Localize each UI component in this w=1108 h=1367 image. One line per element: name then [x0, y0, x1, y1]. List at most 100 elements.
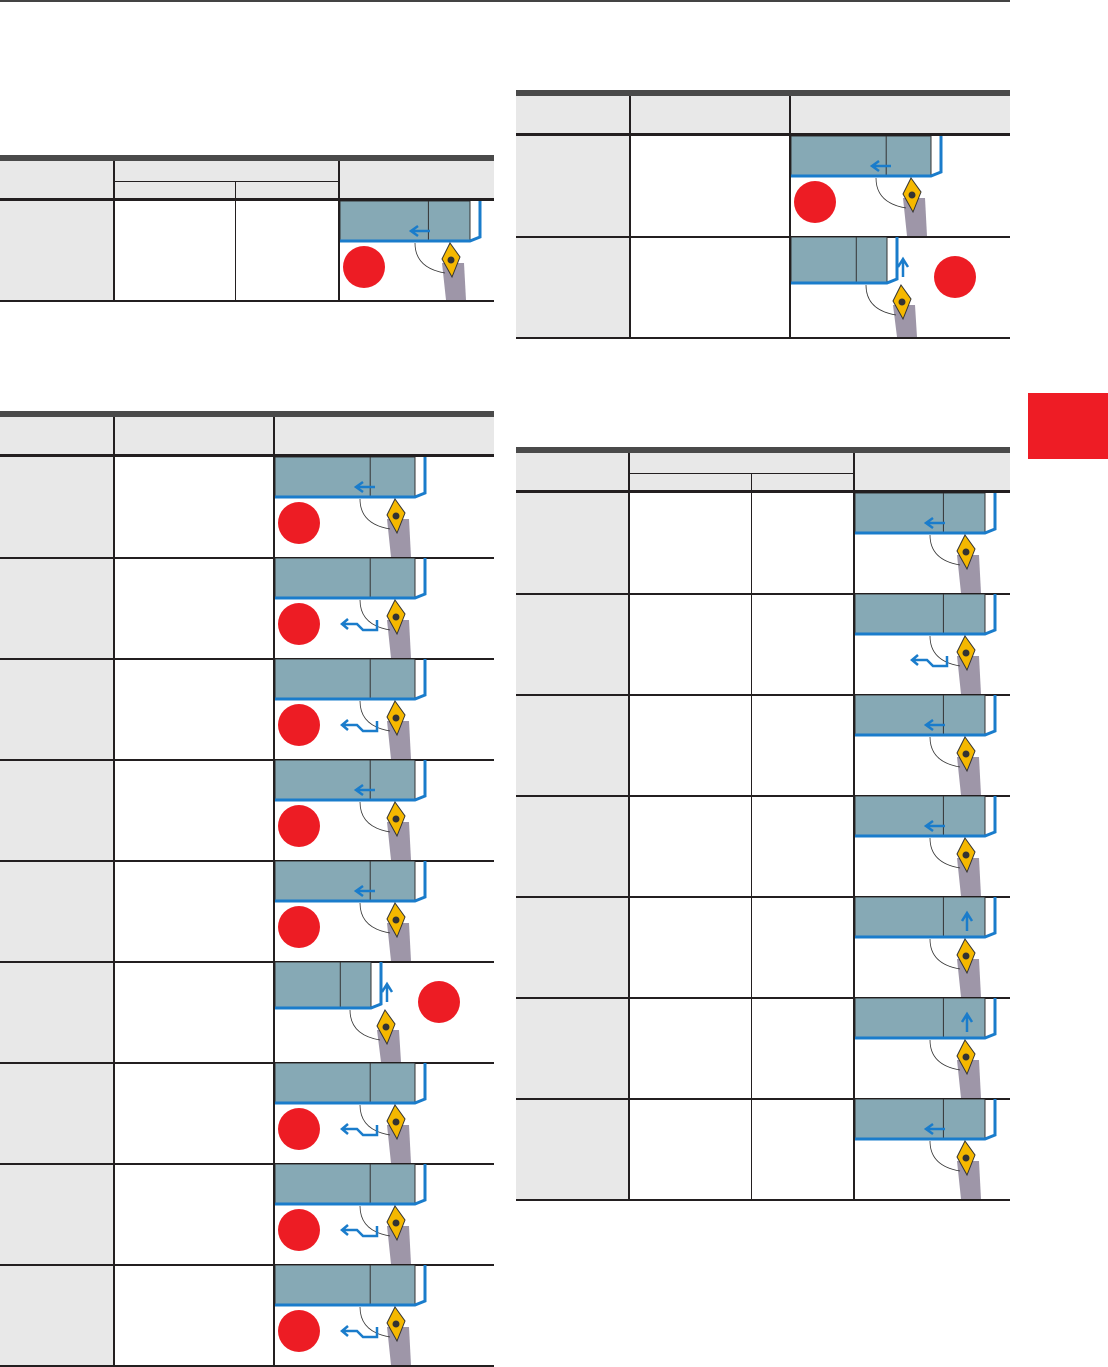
column-rule	[338, 161, 340, 301]
table-header-bar	[516, 90, 1010, 96]
machining-illustration	[791, 237, 1010, 337]
illustration-svg	[791, 237, 976, 337]
feed-arrow-left-icon	[923, 1122, 945, 1136]
feed-arrow-left-icon	[353, 783, 375, 797]
workpiece	[275, 1063, 416, 1104]
insert-screw-icon	[898, 298, 906, 306]
column-rule	[629, 96, 631, 338]
row-rule	[516, 593, 1010, 595]
table-header-bar	[0, 411, 494, 417]
table-c	[516, 90, 1010, 340]
machining-illustration	[275, 962, 494, 1062]
row-rule	[516, 694, 1010, 696]
machining-illustration	[855, 897, 1010, 997]
illustration-svg	[855, 493, 997, 593]
row-label-cell	[0, 201, 114, 301]
cut-edge	[275, 1063, 427, 1105]
insert-screw-icon	[447, 256, 455, 264]
feed-arrow-up-icon	[960, 910, 974, 931]
subheader-rule	[114, 181, 339, 182]
illustration-svg	[275, 457, 427, 557]
insert-screw-icon	[392, 714, 400, 722]
tool-shank	[957, 555, 981, 593]
machining-illustration	[275, 1164, 494, 1264]
row-rule	[516, 1098, 1010, 1100]
machining-illustration	[855, 1099, 1010, 1199]
machining-illustration	[855, 695, 1010, 795]
angle-arc	[414, 242, 446, 274]
insert-screw-icon	[392, 815, 400, 823]
illustration-svg	[275, 1063, 427, 1163]
insert-screw-icon	[962, 548, 970, 556]
illustration-svg	[275, 1265, 427, 1365]
cut-edge	[275, 1265, 427, 1307]
row-rule	[0, 961, 494, 963]
row-rule	[0, 300, 494, 302]
row-rule	[516, 997, 1010, 999]
insert-screw-icon	[962, 952, 970, 960]
tool-shank	[957, 858, 981, 896]
cut-edge	[275, 457, 427, 499]
row-rule	[516, 1199, 1010, 1201]
row-rule	[0, 1062, 494, 1064]
row-label-cell	[516, 493, 629, 1200]
red-marker	[278, 1310, 320, 1352]
cut-edge	[791, 136, 943, 178]
feed-arrow-left-icon	[353, 480, 375, 494]
illustration-svg	[855, 998, 997, 1098]
feed-arrow-profile-icon	[340, 1224, 379, 1238]
table-b	[0, 411, 494, 1367]
feed-arrow-profile-icon	[340, 719, 379, 733]
machining-illustration	[275, 659, 494, 759]
column-rule	[273, 417, 275, 1366]
red-marker	[278, 603, 320, 645]
feed-arrow-left-icon	[923, 516, 945, 530]
angle-arc	[359, 902, 391, 934]
tool-shank	[387, 519, 411, 557]
illustration-svg	[855, 594, 997, 694]
tool-shank	[893, 305, 917, 337]
machining-illustration	[855, 594, 1010, 694]
red-marker	[278, 1108, 320, 1150]
red-marker	[343, 246, 385, 288]
illustration-svg	[855, 897, 997, 997]
feed-arrow-left-icon	[408, 224, 430, 238]
illustration-svg	[275, 558, 427, 658]
illustration-svg	[275, 1164, 427, 1264]
tool-shank	[957, 1060, 981, 1098]
workpiece	[791, 237, 888, 284]
row-rule	[516, 896, 1010, 898]
machining-illustration	[275, 760, 494, 860]
section-tab	[1028, 393, 1108, 459]
machining-illustration	[275, 457, 494, 557]
angle-arc	[929, 534, 961, 566]
cut-edge	[855, 695, 997, 737]
cut-edge	[855, 594, 997, 636]
insert-screw-icon	[962, 851, 970, 859]
top-rule	[0, 0, 1010, 2]
cut-edge	[855, 998, 997, 1040]
workpiece	[275, 962, 372, 1009]
workpiece	[275, 558, 416, 599]
row-rule	[516, 795, 1010, 797]
cut-edge	[791, 237, 899, 285]
cut-edge	[275, 659, 427, 701]
feed-arrow-left-icon	[353, 884, 375, 898]
row-rule	[516, 337, 1010, 339]
illustration-svg	[275, 659, 427, 759]
machining-illustration	[275, 1265, 494, 1365]
angle-arc	[359, 1306, 391, 1338]
illustration-svg	[855, 1099, 997, 1199]
workpiece	[275, 760, 416, 801]
angle-arc	[359, 599, 391, 631]
tool-shank	[957, 1161, 981, 1199]
subheader-rule	[629, 473, 854, 474]
machining-illustration	[855, 493, 1010, 593]
workpiece	[275, 457, 416, 498]
tool-shank	[387, 1125, 411, 1163]
workpiece	[791, 136, 932, 177]
insert-screw-icon	[962, 1154, 970, 1162]
tool-shank	[957, 757, 981, 795]
row-label-cell	[0, 457, 114, 1366]
feed-arrow-profile-icon	[910, 654, 949, 668]
